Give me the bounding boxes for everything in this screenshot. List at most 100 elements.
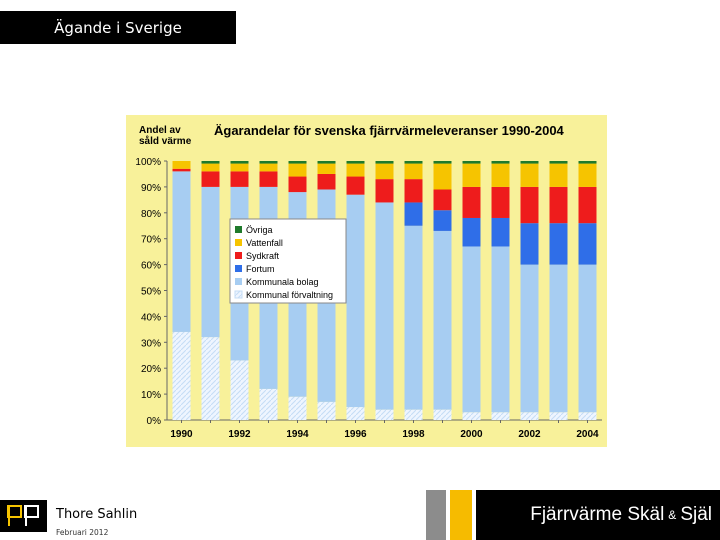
bar-segment	[172, 161, 191, 169]
bar-segment	[230, 161, 249, 164]
bar-segment	[549, 163, 568, 187]
bar-segment	[462, 161, 481, 164]
bar-segment	[433, 189, 452, 211]
y-tick-label: 80%	[141, 209, 161, 220]
bar-segment	[491, 186, 510, 218]
bar-segment	[375, 409, 394, 420]
x-tick-label: 2002	[518, 429, 541, 440]
legend-box	[229, 218, 347, 304]
bar-segment	[433, 161, 452, 164]
bar-segment	[259, 388, 278, 420]
bar-segment	[172, 331, 191, 420]
company-logo	[0, 500, 47, 532]
bar-segment	[462, 163, 481, 187]
slide-title: Ägande i Sverige	[0, 11, 236, 44]
bar-segment	[375, 179, 394, 203]
bar-segment	[201, 163, 220, 172]
bar-segment	[462, 246, 481, 413]
bar-segment	[549, 223, 568, 265]
y-tick-label: 100%	[135, 157, 161, 168]
y-tick-label: 20%	[141, 364, 161, 375]
legend-swatch	[234, 290, 243, 299]
legend-swatch	[235, 226, 242, 233]
bar-segment	[462, 412, 481, 420]
bar-segment	[201, 161, 220, 164]
bar-segment	[433, 409, 452, 420]
tagline-left: Fjärrvärme Skäl	[530, 504, 665, 525]
bar-segment	[520, 186, 539, 224]
y-tick-label: 50%	[141, 287, 161, 298]
tagline-ampersand: &	[668, 508, 677, 522]
bar-segment	[346, 176, 365, 195]
bar-segment	[404, 225, 423, 410]
legend-label: Kommunal förvaltning	[246, 290, 333, 300]
legend-swatch	[235, 278, 242, 285]
bar-segment	[346, 161, 365, 164]
bar-segment	[172, 171, 191, 332]
stacked-bar-chart: Ägarandelar för svenska fjärrvärmelevera…	[135, 123, 602, 440]
bar-segment	[375, 202, 394, 410]
bar-segment	[404, 163, 423, 180]
bar-segment	[375, 163, 394, 180]
bar-segment	[346, 407, 365, 420]
bar-segment	[520, 412, 539, 420]
chart-panel: Ägarandelar för svenska fjärrvärmelevera…	[126, 115, 607, 447]
y-tick-label: 40%	[141, 312, 161, 323]
bar-segment	[578, 186, 597, 224]
author-name: Thore Sahlin	[56, 507, 138, 522]
bar-segment	[578, 161, 597, 164]
bar-segment	[346, 163, 365, 177]
bar-segment	[230, 171, 249, 187]
legend-label: Övriga	[246, 225, 273, 235]
bar-segment	[230, 163, 249, 172]
bar-segment	[404, 161, 423, 164]
legend-label: Fortum	[246, 264, 275, 274]
bar-segment	[433, 230, 452, 410]
bar-segment	[520, 161, 539, 164]
x-tick-label: 1990	[170, 429, 193, 440]
y-tick-label: 10%	[141, 390, 161, 401]
y-tick-label: 90%	[141, 183, 161, 194]
bar-segment	[549, 161, 568, 164]
bar-segment	[491, 161, 510, 164]
presentation-date: Februari 2012	[56, 528, 109, 537]
bar-segment	[201, 186, 220, 338]
bar-segment	[317, 163, 336, 174]
bar-segment	[462, 186, 481, 218]
y-tick-label: 70%	[141, 235, 161, 246]
bar-segment	[491, 163, 510, 187]
y-axis-label: Andel av såld värme	[139, 125, 192, 147]
bar-segment	[578, 163, 597, 187]
bar-segment	[404, 409, 423, 420]
bar-segment	[201, 337, 220, 420]
footer-band-black	[476, 490, 720, 540]
legend-swatch	[235, 252, 242, 259]
bar-segment	[259, 171, 278, 187]
bar-segment	[288, 163, 307, 177]
bar-segment	[491, 217, 510, 247]
legend-swatch	[235, 265, 242, 272]
bar-segment	[404, 179, 423, 203]
tagline-right: Själ	[680, 504, 712, 525]
x-tick-label: 1992	[228, 429, 251, 440]
bar-segment	[549, 264, 568, 413]
bar-segment	[578, 223, 597, 265]
bar-segment	[172, 168, 191, 172]
bar-segment	[288, 161, 307, 164]
bar-segment	[201, 171, 220, 187]
x-tick-label: 1996	[344, 429, 367, 440]
x-tick-label: 1994	[286, 429, 309, 440]
bar-segment	[404, 202, 423, 226]
bar-segment	[288, 396, 307, 420]
bar-segment	[317, 401, 336, 420]
bar-segment	[230, 360, 249, 420]
bar-segment	[578, 412, 597, 420]
bar-segment	[288, 176, 307, 193]
bar-segment	[520, 163, 539, 187]
x-tick-label: 2004	[576, 429, 599, 440]
legend-label: Sydkraft	[246, 251, 280, 261]
bar-segment	[317, 161, 336, 164]
bar-segment	[433, 163, 452, 190]
bar-segment	[375, 161, 394, 164]
bar-segment	[578, 264, 597, 413]
